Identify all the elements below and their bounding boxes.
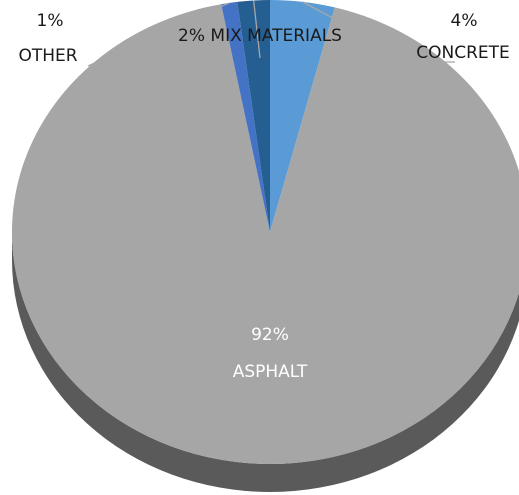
label-concrete-name: CONCRETE: [416, 43, 510, 63]
leader-line-concrete: [302, 1, 455, 63]
label-other-percent: 1%: [37, 11, 64, 31]
leader-line-other: [87, 2, 230, 67]
pie-slice-other: [221, 1, 270, 232]
label-concrete-percent: 4%: [451, 11, 478, 31]
label-asphalt-name: ASPHALT: [233, 362, 308, 382]
label-other-name: OTHER: [18, 46, 77, 66]
label-asphalt-percent: 92%: [251, 325, 289, 345]
label-mix-materials: 2% MIX MATERIALS: [178, 26, 342, 46]
pie-slice-concrete: [270, 0, 335, 232]
leader-lines: [87, 0, 455, 67]
pie-slice-asphalt: [12, 4, 519, 464]
leader-line-mix-materials: [252, 0, 261, 59]
pie-slices: [12, 0, 519, 464]
pie-slice-mix-materials: [237, 0, 270, 232]
